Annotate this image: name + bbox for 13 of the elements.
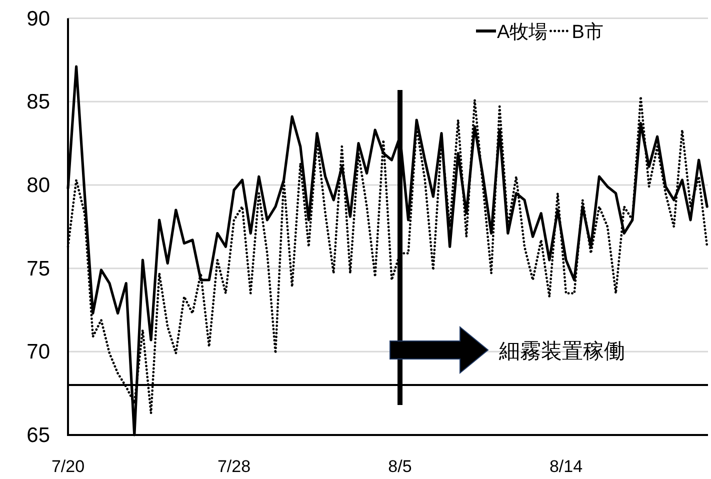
legend-label: A牧場 — [497, 22, 548, 43]
y-tick-label: 85 — [26, 90, 50, 114]
y-tick-label: 90 — [26, 7, 50, 30]
annotation: 細霧装置稼働 — [498, 340, 625, 363]
y-tick-label: 70 — [26, 340, 50, 364]
x-tick-label: 7/20 — [51, 457, 85, 476]
y-tick-label: 80 — [26, 174, 50, 197]
y-tick-label: 65 — [26, 424, 50, 447]
x-tick-label: 8/14 — [549, 457, 583, 476]
y-tick-label: 75 — [26, 257, 50, 280]
x-tick-label: 7/28 — [217, 457, 251, 476]
x-tick-label: 8/5 — [388, 457, 412, 476]
legend-label: B市 — [572, 21, 604, 43]
